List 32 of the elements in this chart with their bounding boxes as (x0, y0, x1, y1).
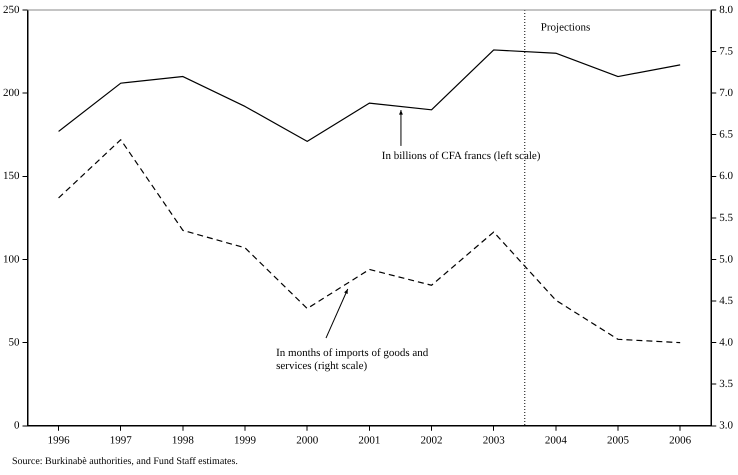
y-tick-label: 100 (3, 253, 20, 266)
x-tick-label: 1999 (234, 434, 257, 446)
source-note: Source: Burkinabè authorities, and Fund Staff estimates. (12, 455, 239, 468)
y2-tick-label: 7.0 (719, 87, 734, 100)
x-tick-label: 2003 (482, 434, 506, 446)
y-tick-label: 250 (3, 4, 20, 16)
y2-tick-label: 4.0 (719, 336, 734, 349)
x-tick-label: 1997 (110, 434, 132, 446)
x-tick-label: 2000 (296, 434, 319, 446)
annotation: In billions of CFA francs (left scale) (382, 150, 542, 163)
x-tick-label: 2006 (669, 434, 692, 446)
y-tick-label: 0 (14, 420, 20, 432)
x-tick-label: 1996 (48, 434, 70, 446)
y2-tick-label: 6.5 (719, 128, 734, 141)
y2-tick-label: 3.0 (719, 420, 734, 432)
x-tick-label: 2001 (358, 434, 380, 446)
y2-tick-label: 3.5 (719, 378, 734, 390)
x-tick-label: 2002 (420, 434, 443, 446)
y2-tick-label: 8.0 (719, 4, 734, 16)
y-tick-label: 200 (3, 87, 20, 100)
x-tick-label: 2004 (544, 434, 568, 446)
x-tick-label: 2005 (607, 434, 630, 446)
ref-line-label: Projections (540, 21, 590, 34)
y-tick-label: 50 (8, 336, 20, 349)
y2-tick-label: 6.0 (719, 170, 734, 182)
annotation: In months of imports of goods and services (right scale) (276, 346, 430, 373)
y2-tick-label: 7.5 (719, 45, 734, 58)
y2-tick-label: 4.5 (719, 294, 734, 307)
x-tick-label: 1998 (172, 434, 194, 446)
y-tick-label: 150 (3, 170, 20, 182)
y2-tick-label: 5.0 (719, 253, 734, 266)
y2-tick-label: 5.5 (719, 212, 734, 224)
